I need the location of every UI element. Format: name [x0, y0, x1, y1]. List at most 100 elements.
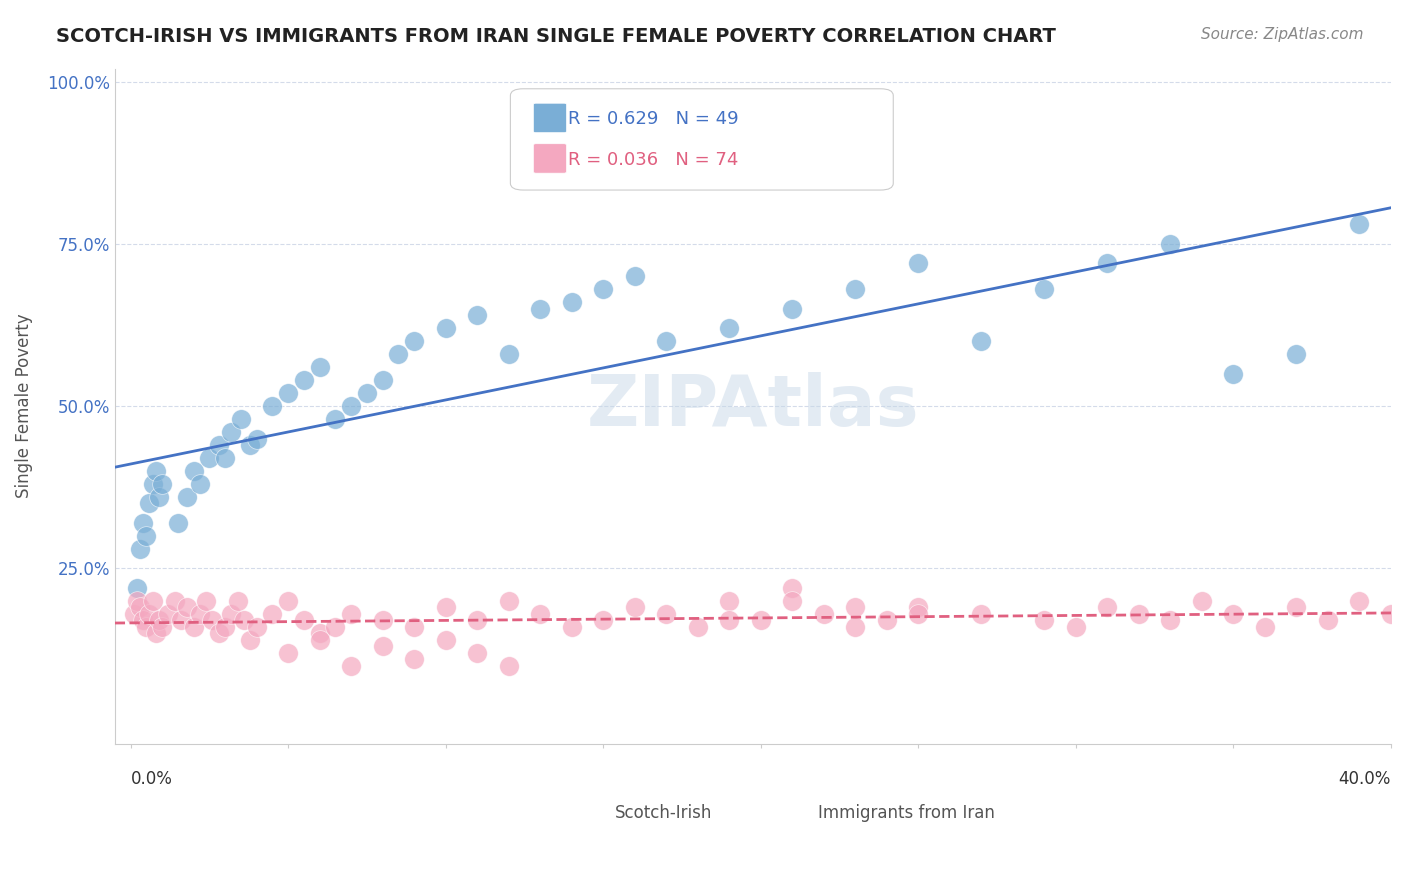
- Point: [844, 600, 866, 615]
- Point: [188, 477, 211, 491]
- Point: [221, 425, 243, 439]
- Point: [221, 607, 243, 621]
- Point: [308, 632, 330, 647]
- Point: [404, 620, 426, 634]
- Point: [465, 646, 488, 660]
- Point: [1254, 620, 1277, 634]
- Point: [907, 600, 929, 615]
- Y-axis label: Single Female Poverty: Single Female Poverty: [15, 314, 32, 499]
- Point: [371, 373, 394, 387]
- Point: [176, 600, 198, 615]
- Point: [970, 607, 993, 621]
- Point: [198, 450, 221, 465]
- Point: [718, 594, 741, 608]
- Point: [163, 594, 186, 608]
- Point: [1222, 607, 1244, 621]
- Point: [150, 477, 173, 491]
- Point: [132, 613, 155, 627]
- Point: [308, 360, 330, 375]
- Point: [387, 347, 409, 361]
- Point: [148, 613, 170, 627]
- Point: [292, 373, 315, 387]
- Point: [371, 613, 394, 627]
- Point: [686, 620, 709, 634]
- Point: [129, 541, 152, 556]
- Point: [262, 607, 284, 621]
- Point: [195, 594, 218, 608]
- Point: [356, 386, 378, 401]
- Point: [1097, 256, 1119, 270]
- Point: [245, 432, 267, 446]
- Point: [142, 477, 165, 491]
- Point: [1159, 613, 1181, 627]
- Point: [226, 594, 249, 608]
- Point: [325, 412, 347, 426]
- Point: [970, 334, 993, 348]
- Point: [623, 269, 645, 284]
- Point: [340, 607, 363, 621]
- Point: [245, 620, 267, 634]
- Point: [1379, 607, 1402, 621]
- Text: R = 0.629   N = 49: R = 0.629 N = 49: [568, 110, 738, 128]
- Point: [623, 600, 645, 615]
- Point: [749, 613, 772, 627]
- Point: [371, 640, 394, 654]
- Point: [1285, 347, 1308, 361]
- Point: [208, 626, 231, 640]
- Point: [498, 347, 520, 361]
- Point: [125, 594, 148, 608]
- Point: [907, 607, 929, 621]
- Point: [150, 620, 173, 634]
- Point: [561, 295, 583, 310]
- Point: [1097, 600, 1119, 615]
- Point: [465, 308, 488, 322]
- Point: [277, 386, 299, 401]
- Point: [498, 594, 520, 608]
- Point: [214, 620, 236, 634]
- Text: Immigrants from Iran: Immigrants from Iran: [817, 805, 994, 822]
- Point: [529, 607, 551, 621]
- Point: [655, 607, 678, 621]
- Point: [229, 412, 252, 426]
- Point: [1128, 607, 1150, 621]
- Point: [404, 334, 426, 348]
- Point: [176, 490, 198, 504]
- Point: [592, 282, 614, 296]
- Point: [780, 301, 803, 316]
- Point: [277, 646, 299, 660]
- Point: [201, 613, 224, 627]
- Point: [561, 620, 583, 634]
- Point: [1191, 594, 1213, 608]
- Point: [340, 658, 363, 673]
- Point: [183, 464, 205, 478]
- Point: [1222, 367, 1244, 381]
- Text: SCOTCH-IRISH VS IMMIGRANTS FROM IRAN SINGLE FEMALE POVERTY CORRELATION CHART: SCOTCH-IRISH VS IMMIGRANTS FROM IRAN SIN…: [56, 27, 1056, 45]
- Point: [125, 581, 148, 595]
- Point: [498, 658, 520, 673]
- Text: ZIPAtlas: ZIPAtlas: [586, 372, 920, 441]
- Text: R = 0.036   N = 74: R = 0.036 N = 74: [568, 151, 738, 169]
- FancyBboxPatch shape: [533, 103, 567, 133]
- Text: 0.0%: 0.0%: [131, 770, 173, 788]
- Point: [434, 600, 457, 615]
- Point: [129, 600, 152, 615]
- FancyBboxPatch shape: [510, 89, 893, 190]
- Point: [1033, 613, 1056, 627]
- Point: [183, 620, 205, 634]
- Point: [188, 607, 211, 621]
- Point: [239, 632, 262, 647]
- Point: [145, 464, 167, 478]
- Point: [122, 607, 145, 621]
- Point: [170, 613, 193, 627]
- Point: [1348, 217, 1371, 231]
- Point: [340, 399, 363, 413]
- FancyBboxPatch shape: [533, 144, 567, 173]
- Point: [780, 581, 803, 595]
- Point: [813, 607, 835, 621]
- Point: [132, 516, 155, 530]
- FancyBboxPatch shape: [808, 794, 835, 816]
- Point: [592, 613, 614, 627]
- Point: [404, 652, 426, 666]
- Point: [780, 594, 803, 608]
- Point: [138, 496, 160, 510]
